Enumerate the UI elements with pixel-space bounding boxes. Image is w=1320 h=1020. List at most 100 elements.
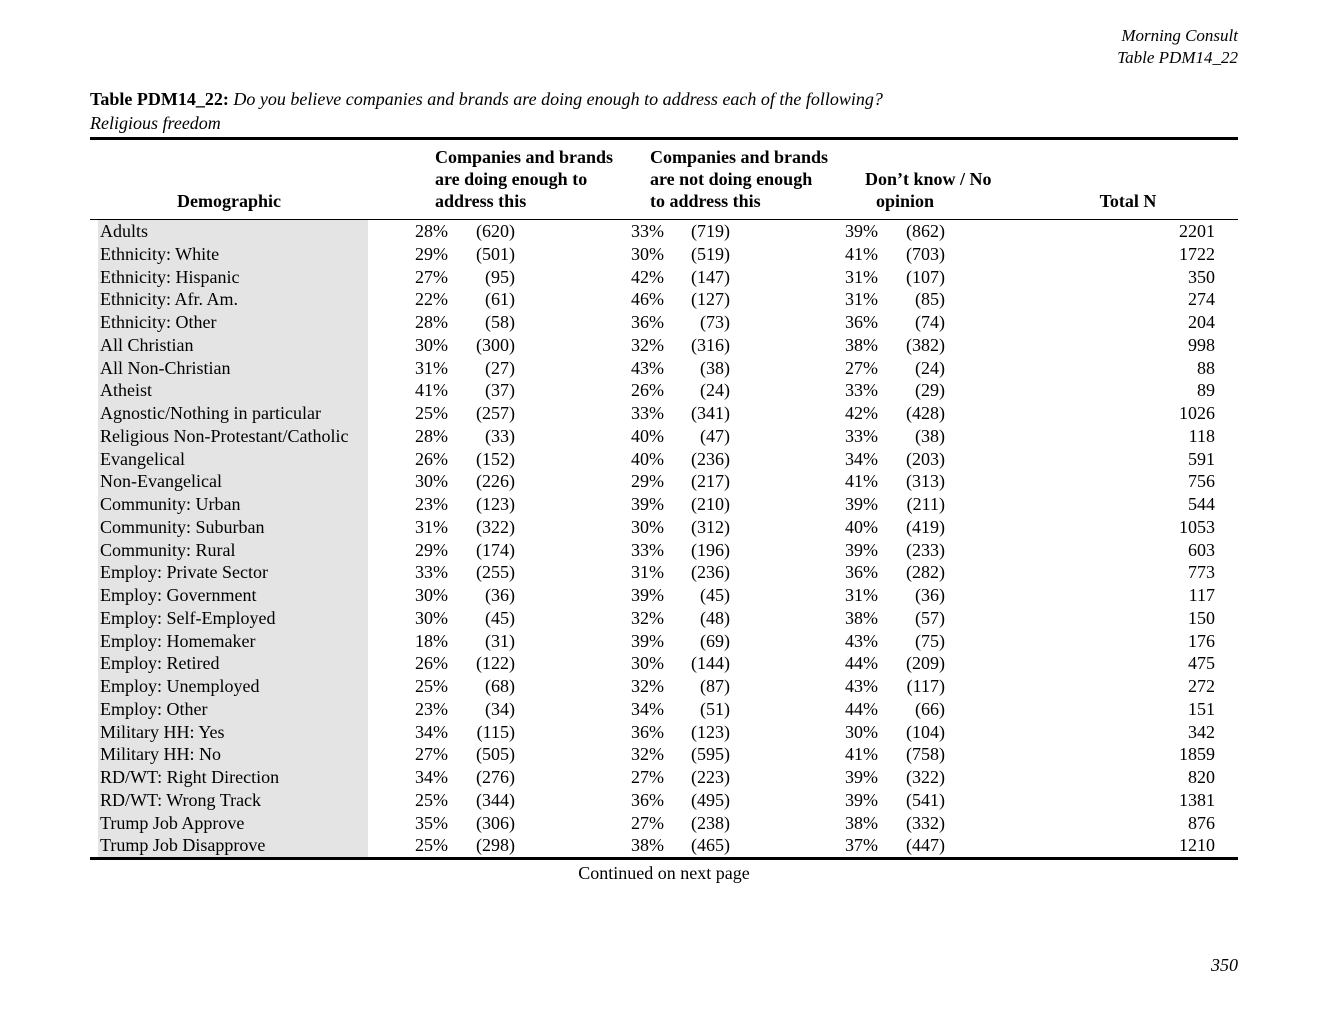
n1-cell: (505) xyxy=(476,744,515,765)
n1-cell: (31) xyxy=(485,630,515,651)
table-body: Adults 28% (620) 33% (719) 39% (862) 2201 Ethnic… xyxy=(90,219,1238,859)
column-header-dont-know: Don’t know / No opinion xyxy=(730,138,992,220)
total-cell: 998 xyxy=(1188,334,1215,355)
pct2-cell: 29% xyxy=(631,471,664,492)
pct1-cell: 25% xyxy=(415,789,448,810)
n2-cell: (24) xyxy=(700,380,730,401)
pct2-cell: 36% xyxy=(631,721,664,742)
total-cell: 876 xyxy=(1188,812,1215,833)
n1-cell: (123) xyxy=(476,494,515,514)
n2-cell: (595) xyxy=(691,744,730,765)
n1-cell: (298) xyxy=(476,835,515,856)
table-row: All Non-Christian 31% (27) 43% (38) 27% (24) 88 xyxy=(90,356,1238,380)
n3-cell: (85) xyxy=(915,289,945,310)
demographic-cell: RD/WT: Wrong Track xyxy=(90,788,368,812)
n3-cell: (107) xyxy=(906,266,945,287)
total-cell: 603 xyxy=(1188,539,1215,560)
title-subtitle: Religious freedom xyxy=(90,113,221,133)
demographic-cell: Community: Rural xyxy=(90,538,368,562)
pct2-cell: 32% xyxy=(631,334,664,355)
pct2-cell: 30% xyxy=(631,243,664,264)
demographic-cell: Religious Non-Protestant/Catholic xyxy=(90,424,368,448)
n2-cell: (223) xyxy=(691,767,730,787)
pct1-cell: 23% xyxy=(415,698,448,719)
n3-cell: (57) xyxy=(915,607,945,628)
n3-cell: (703) xyxy=(906,243,945,264)
n3-cell: (75) xyxy=(915,630,945,651)
n1-cell: (34) xyxy=(485,698,515,719)
n3-cell: (428) xyxy=(906,403,945,423)
n2-cell: (48) xyxy=(700,607,730,628)
pct3-cell: 41% xyxy=(845,744,878,765)
n3-cell: (332) xyxy=(906,812,945,833)
n3-cell: (382) xyxy=(906,334,945,355)
pct1-cell: 34% xyxy=(415,767,448,787)
pct1-cell: 28% xyxy=(415,221,448,241)
n3-cell: (282) xyxy=(906,562,945,583)
n2-cell: (495) xyxy=(691,789,730,810)
header-line: address this xyxy=(435,191,527,211)
demographic-cell: Non-Evangelical xyxy=(90,470,368,493)
table-row: All Christian 30% (300) 32% (316) 38% (382) 998 xyxy=(90,333,1238,357)
n2-cell: (87) xyxy=(700,676,730,696)
demographic-cell: Adults xyxy=(90,219,368,243)
pct2-cell: 27% xyxy=(631,812,664,833)
demographic-cell: All Christian xyxy=(90,333,368,357)
demographic-cell: Ethnicity: Hispanic xyxy=(90,265,368,289)
table-row: Employ: Private Sector 33% (255) 31% (236) 36… xyxy=(90,561,1238,584)
demographic-cell: Employ: Government xyxy=(90,584,368,607)
demographic-cell: Employ: Homemaker xyxy=(90,629,368,653)
demographic-cell: Evangelical xyxy=(90,447,368,471)
pct3-cell: 31% xyxy=(845,585,878,605)
pct1-cell: 22% xyxy=(415,289,448,310)
pct3-cell: 41% xyxy=(845,471,878,492)
pct3-cell: 39% xyxy=(845,767,878,787)
n2-cell: (51) xyxy=(700,698,730,719)
pct2-cell: 33% xyxy=(631,539,664,560)
table-row: Ethnicity: Hispanic 27% (95) 42% (147) 31% (10… xyxy=(90,265,1238,289)
n3-cell: (24) xyxy=(915,357,945,378)
crosstab-table: Demographic Companies and brands are doi… xyxy=(90,137,1238,860)
n2-cell: (210) xyxy=(691,494,730,514)
pct1-cell: 26% xyxy=(415,653,448,674)
demographic-cell: Trump Job Disapprove xyxy=(90,834,368,859)
pct1-cell: 34% xyxy=(415,721,448,742)
demographic-cell: Atheist xyxy=(90,379,368,402)
n1-cell: (306) xyxy=(476,812,515,833)
n1-cell: (276) xyxy=(476,767,515,787)
header-row: Demographic Companies and brands are doi… xyxy=(90,138,1238,220)
table-row: Community: Suburban 31% (322) 30% (312) 40% (4… xyxy=(90,515,1238,539)
pct2-cell: 33% xyxy=(631,403,664,423)
pct2-cell: 36% xyxy=(631,789,664,810)
column-header-total-n: Total N xyxy=(945,138,1238,220)
pct1-cell: 30% xyxy=(415,471,448,492)
total-cell: 544 xyxy=(1188,494,1215,514)
column-header-demographic: Demographic xyxy=(90,138,368,220)
n3-cell: (117) xyxy=(906,676,945,696)
pct3-cell: 37% xyxy=(845,835,878,856)
table-row: Evangelical 26% (152) 40% (236) 34% (203) 591 xyxy=(90,447,1238,471)
n3-cell: (541) xyxy=(906,789,945,810)
pct1-cell: 29% xyxy=(415,539,448,560)
total-cell: 1210 xyxy=(1179,835,1215,856)
demographic-cell: Military HH: No xyxy=(90,743,368,766)
demographic-cell: Employ: Self-Employed xyxy=(90,606,368,630)
pct2-cell: 39% xyxy=(631,630,664,651)
total-cell: 591 xyxy=(1188,448,1215,469)
pct2-cell: 33% xyxy=(631,221,664,241)
n3-cell: (38) xyxy=(915,425,945,446)
pct2-cell: 32% xyxy=(631,676,664,696)
table-row: Community: Urban 23% (123) 39% (210) 39% (211)… xyxy=(90,493,1238,516)
demographic-cell: Employ: Unemployed xyxy=(90,675,368,698)
table-row: Trump Job Disapprove 25% (298) 38% (465) 37% (… xyxy=(90,834,1238,859)
pct3-cell: 33% xyxy=(845,380,878,401)
pct3-cell: 43% xyxy=(845,630,878,651)
n1-cell: (257) xyxy=(476,403,515,423)
total-cell: 820 xyxy=(1188,767,1215,787)
n3-cell: (74) xyxy=(915,312,945,332)
n2-cell: (341) xyxy=(691,403,730,423)
header-line: are doing enough to xyxy=(435,169,588,189)
pct3-cell: 38% xyxy=(845,334,878,355)
pct1-cell: 28% xyxy=(415,425,448,446)
